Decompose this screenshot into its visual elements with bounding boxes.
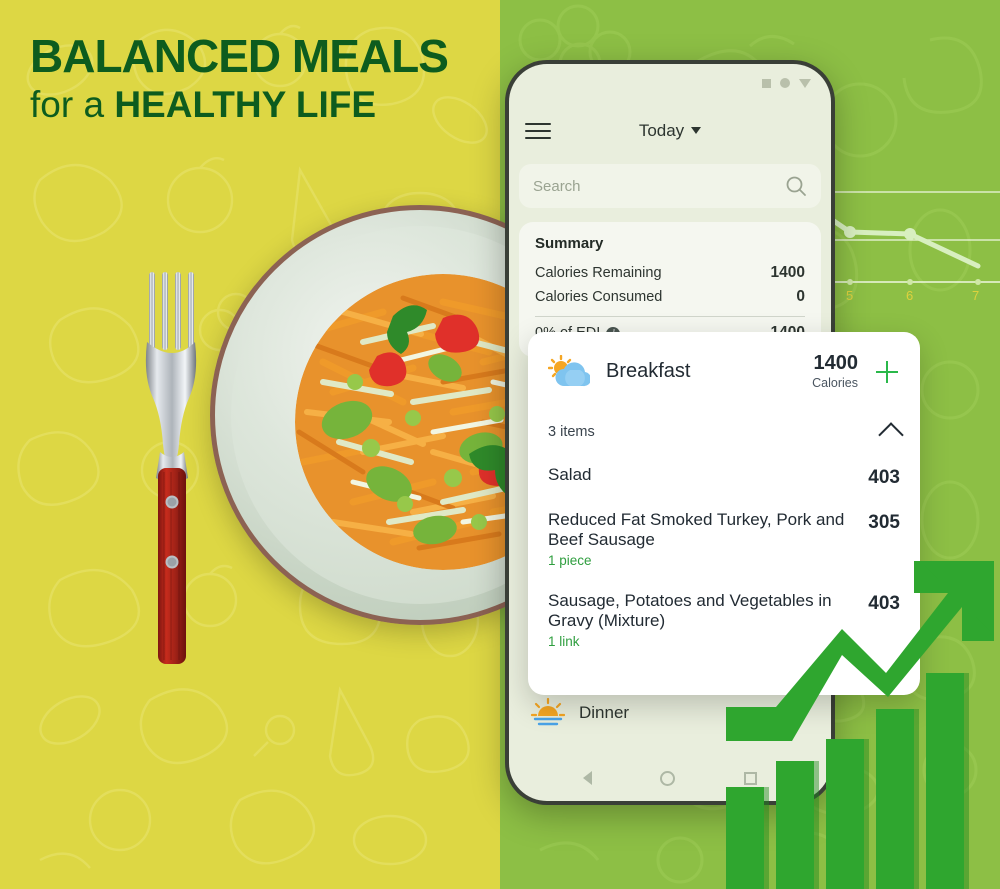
svg-text:7: 7 bbox=[972, 288, 979, 300]
growth-bar-chart bbox=[700, 555, 1000, 889]
breakfast-calories-label: Calories bbox=[812, 376, 858, 390]
summary-row-value: 1400 bbox=[770, 264, 805, 281]
sunset-icon bbox=[531, 698, 565, 726]
headline-line-2: for a HEALTHY LIFE bbox=[30, 84, 490, 127]
app-bar-title-label: Today bbox=[638, 121, 685, 140]
food-item-calories: 403 bbox=[868, 592, 900, 614]
bar-group bbox=[726, 673, 964, 889]
search-input[interactable]: Search bbox=[519, 164, 821, 208]
food-item-name-block: Reduced Fat Smoked Turkey, Pork and Beef… bbox=[548, 510, 854, 570]
recents-square-icon[interactable] bbox=[743, 771, 757, 785]
android-nav-bar bbox=[509, 755, 831, 801]
upward-trend-arrow-icon bbox=[726, 561, 994, 741]
chevron-down-icon bbox=[691, 127, 702, 134]
food-item-calories: 305 bbox=[868, 511, 900, 533]
summary-divider bbox=[535, 316, 805, 317]
home-circle-icon[interactable] bbox=[660, 770, 676, 786]
food-item-name: Reduced Fat Smoked Turkey, Pork and Beef… bbox=[548, 509, 845, 549]
breakfast-card-header: Breakfast 1400 Calories bbox=[548, 352, 900, 392]
svg-text:6: 6 bbox=[906, 288, 913, 300]
food-item-calories: 403 bbox=[868, 466, 900, 488]
back-triangle-icon[interactable] bbox=[583, 771, 593, 785]
svg-text:5: 5 bbox=[846, 288, 853, 300]
summary-row-value: 0 bbox=[796, 288, 805, 305]
plus-icon[interactable] bbox=[874, 359, 900, 385]
breakfast-calories-value: 1400 bbox=[813, 352, 859, 374]
headline-line-1: BALANCED MEALS bbox=[30, 30, 449, 82]
food-item-row[interactable]: Sausage, Potatoes and Vegetables in Grav… bbox=[548, 591, 900, 651]
breakfast-items-bar: 3 items bbox=[548, 420, 904, 448]
app-bar-title[interactable]: Today bbox=[509, 121, 831, 141]
food-item-name-block: Sausage, Potatoes and Vegetables in Grav… bbox=[548, 591, 854, 651]
meal-row-dinner[interactable]: Dinner bbox=[509, 687, 831, 739]
headline-line-2-bold: HEALTHY LIFE bbox=[114, 84, 377, 126]
summary-row-label: Calories Remaining bbox=[535, 265, 662, 281]
app-bar: Today bbox=[509, 102, 831, 160]
food-item-serving: 1 link bbox=[548, 634, 580, 650]
circle-icon bbox=[780, 78, 790, 88]
summary-row-label: Calories Consumed bbox=[535, 289, 663, 305]
chevron-up-icon[interactable] bbox=[878, 421, 904, 448]
search-icon bbox=[786, 176, 806, 196]
summary-row-calories-remaining: Calories Remaining 1400 bbox=[535, 261, 805, 285]
hamburger-menu-icon[interactable] bbox=[525, 123, 551, 139]
food-item-serving: 1 piece bbox=[548, 553, 592, 569]
breakfast-card: Breakfast 1400 Calories 3 items Salad 40… bbox=[528, 332, 920, 695]
meal-row-label: Dinner bbox=[579, 703, 630, 722]
food-item-name: Sausage, Potatoes and Vegetables in Grav… bbox=[548, 590, 832, 630]
food-item-row[interactable]: Salad 403 bbox=[548, 465, 900, 489]
breakfast-card-title: Breakfast bbox=[606, 360, 691, 383]
sun-cloud-icon bbox=[548, 354, 590, 386]
food-item-row[interactable]: Reduced Fat Smoked Turkey, Pork and Beef… bbox=[548, 510, 900, 570]
status-bar bbox=[509, 64, 831, 102]
square-icon bbox=[762, 78, 771, 88]
food-item-name: Salad bbox=[548, 464, 592, 484]
breakfast-calories-block: 1400 Calories bbox=[812, 352, 858, 392]
search-placeholder: Search bbox=[533, 177, 581, 195]
triangle-icon bbox=[799, 78, 811, 88]
fork-image bbox=[138, 272, 208, 672]
headline-line-2-light: for a bbox=[30, 84, 115, 126]
summary-row-calories-consumed: Calories Consumed 0 bbox=[535, 285, 805, 309]
breakfast-items-count: 3 items bbox=[548, 423, 595, 440]
summary-title: Summary bbox=[535, 235, 604, 252]
poster-headline: BALANCED MEALS for a HEALTHY LIFE bbox=[30, 32, 490, 127]
